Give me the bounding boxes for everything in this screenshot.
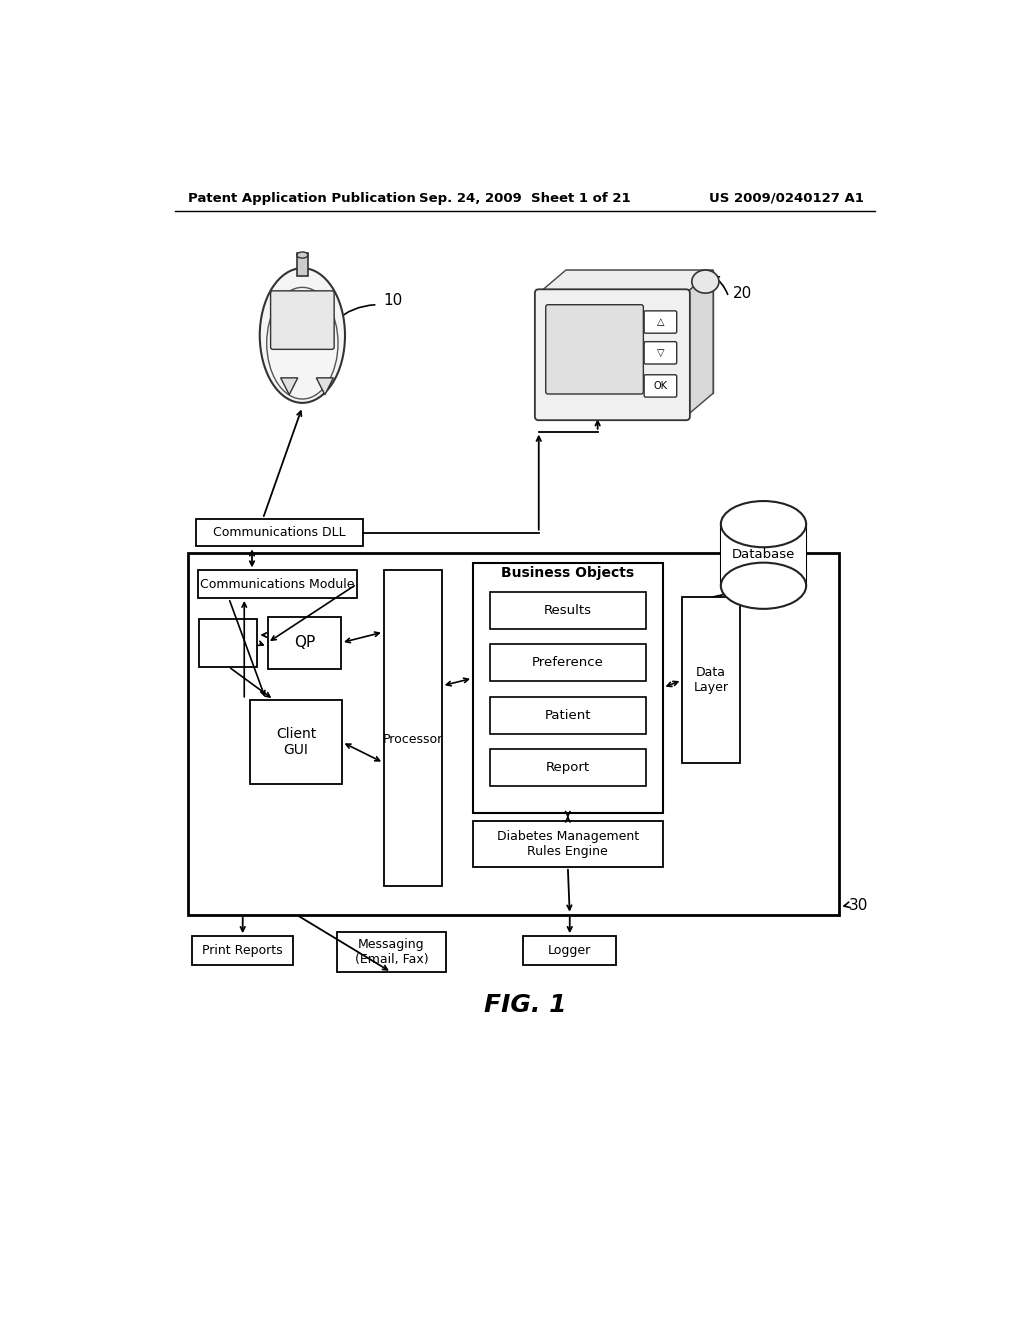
Text: US 2009/0240127 A1: US 2009/0240127 A1 (710, 191, 864, 205)
Bar (489, 697, 646, 734)
Polygon shape (686, 271, 713, 416)
Text: Communications DLL: Communications DLL (213, 527, 346, 539)
Bar (489, 644, 646, 681)
Bar (337, 932, 445, 973)
Bar (473, 821, 663, 867)
Bar (198, 570, 356, 598)
Bar (473, 562, 663, 813)
Bar (197, 519, 362, 546)
Bar (384, 570, 442, 886)
Polygon shape (316, 378, 334, 395)
Text: Diabetes Management
Rules Engine: Diabetes Management Rules Engine (497, 830, 639, 858)
Ellipse shape (692, 271, 719, 293)
Bar (188, 553, 840, 915)
Text: 20: 20 (732, 285, 752, 301)
Text: Patient: Patient (545, 709, 591, 722)
Text: Client
GUI: Client GUI (276, 727, 316, 758)
Text: Patent Application Publication: Patent Application Publication (188, 191, 416, 205)
Bar (523, 936, 616, 965)
Bar (200, 619, 257, 667)
Text: 10: 10 (384, 293, 403, 309)
Text: Messaging
(Email, Fax): Messaging (Email, Fax) (354, 939, 428, 966)
Text: OK: OK (653, 380, 668, 391)
FancyBboxPatch shape (644, 375, 677, 397)
Text: Print Reports: Print Reports (203, 944, 283, 957)
Text: Communications Module: Communications Module (200, 578, 354, 591)
FancyBboxPatch shape (535, 289, 690, 420)
FancyBboxPatch shape (546, 305, 643, 395)
Text: Data
Layer: Data Layer (693, 667, 729, 694)
Ellipse shape (266, 288, 338, 399)
Text: Preference: Preference (531, 656, 604, 669)
Text: ▽: ▽ (656, 347, 665, 358)
Bar (193, 936, 293, 965)
Text: Results: Results (544, 603, 592, 616)
Ellipse shape (721, 502, 806, 548)
Bar (267, 616, 341, 669)
Polygon shape (281, 378, 298, 395)
Text: QP: QP (294, 635, 315, 651)
FancyBboxPatch shape (270, 290, 334, 350)
Bar (297, 252, 308, 276)
Bar (251, 700, 342, 784)
Bar (489, 748, 646, 785)
Polygon shape (539, 271, 713, 293)
FancyBboxPatch shape (644, 312, 677, 333)
FancyBboxPatch shape (644, 342, 677, 364)
Ellipse shape (297, 252, 308, 259)
Polygon shape (566, 271, 713, 393)
Text: 30: 30 (849, 898, 868, 913)
Text: Logger: Logger (548, 944, 592, 957)
Ellipse shape (260, 268, 345, 403)
Bar (682, 598, 740, 763)
Text: △: △ (656, 317, 665, 326)
Text: FIG. 1: FIG. 1 (483, 994, 566, 1018)
Text: Processor: Processor (383, 733, 443, 746)
Ellipse shape (721, 562, 806, 609)
Bar (489, 591, 646, 628)
Bar (721, 524, 806, 586)
Text: Sep. 24, 2009  Sheet 1 of 21: Sep. 24, 2009 Sheet 1 of 21 (419, 191, 631, 205)
Text: Business Objects: Business Objects (502, 566, 635, 581)
Text: Database: Database (732, 548, 796, 561)
Text: Report: Report (546, 760, 590, 774)
